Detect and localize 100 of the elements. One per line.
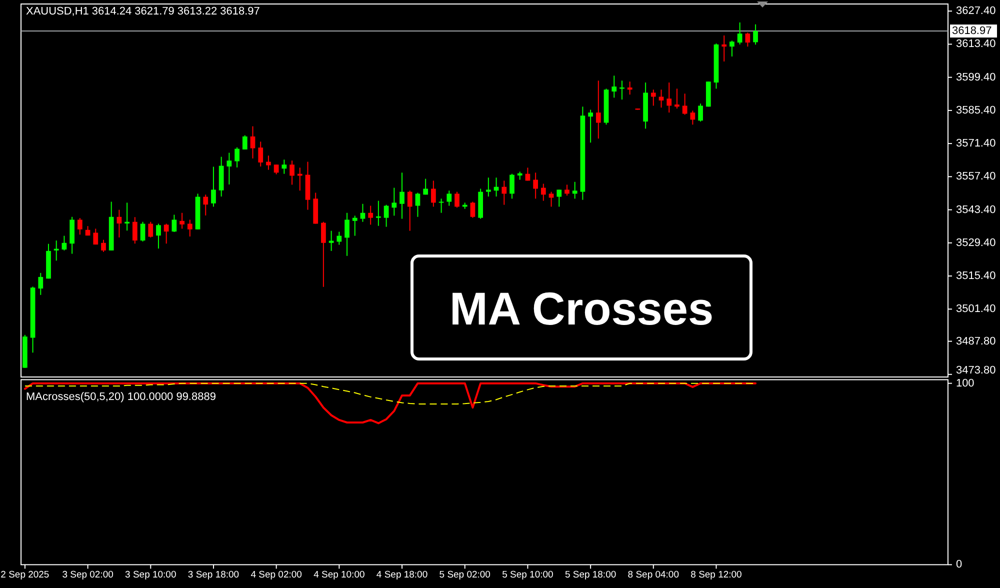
- candlestick: [282, 159, 287, 174]
- y-tick-label: 3585.40: [956, 104, 996, 116]
- candlestick: [384, 204, 389, 228]
- y-tick-label: 3571.40: [956, 138, 996, 150]
- x-tick-label: 5 Sep 02:00: [439, 569, 490, 580]
- line-series: [24, 382, 757, 424]
- candlestick: [368, 205, 374, 226]
- candlestick: [266, 155, 271, 170]
- candlestick: [572, 181, 578, 200]
- candlestick: [438, 198, 444, 214]
- candlestick: [258, 141, 264, 167]
- y-tick-label: 3557.40: [956, 170, 996, 183]
- x-tick-label: 5 Sep 18:00: [564, 569, 616, 580]
- candlestick: [446, 190, 452, 206]
- candlestick: [62, 235, 67, 251]
- candlestick: [336, 231, 342, 246]
- x-tick-label: 8 Sep 12:00: [690, 569, 742, 580]
- candlestick: [722, 34, 727, 62]
- candlestick: [392, 187, 397, 216]
- y-tick-label: 3627.40: [956, 5, 996, 18]
- candlestick: [737, 22, 742, 45]
- candlestick: [77, 218, 82, 236]
- candlestick: [431, 180, 436, 208]
- chart-title: XAUUSD,H1 3614.24 3621.79 3613.22 3618.97: [26, 6, 260, 18]
- candlestick: [540, 183, 546, 202]
- x-tick-label: 4 Sep 18:00: [376, 569, 428, 580]
- text: MAcrosses(50,5,20) 100.0000 99.8889: [26, 390, 216, 403]
- candlestick: [344, 212, 350, 256]
- candlestick: [93, 228, 98, 246]
- candlestick: [454, 191, 460, 208]
- y-tick-label: 3501.40: [956, 303, 996, 316]
- y-tick-label: 3487.80: [956, 335, 996, 348]
- candlestick: [234, 146, 240, 168]
- candlestick: [407, 190, 412, 232]
- candlestick: [164, 223, 169, 244]
- candlestick: [745, 32, 750, 48]
- y-tick-label: 3599.40: [956, 71, 996, 84]
- candlestick: [690, 110, 696, 126]
- candlestick: [548, 191, 554, 208]
- candlestick: [556, 189, 562, 208]
- candlestick: [226, 152, 232, 185]
- candlestick: [627, 81, 632, 96]
- candlestick: [650, 89, 656, 106]
- x-tick-label: 5 Sep 10:00: [502, 569, 554, 580]
- x-tick-label: 8 Sep 04:00: [628, 569, 679, 580]
- candlestick: [698, 103, 703, 122]
- x-tick-label: 3 Sep 02:00: [62, 569, 114, 580]
- x-tick-label: 2 Sep 2025: [0, 569, 50, 580]
- candlestick: [612, 75, 617, 98]
- y-tick-label: 3543.40: [956, 204, 996, 216]
- y-tick-label: 3515.40: [956, 270, 996, 282]
- x-tick-label: 3 Sep 18:00: [188, 569, 240, 580]
- x-tick-label: 4 Sep 02:00: [250, 569, 302, 580]
- candlestick: [564, 184, 570, 196]
- candlestick: [187, 219, 192, 237]
- candlestick: [730, 40, 734, 58]
- candlestick: [510, 173, 514, 200]
- candlestick: [486, 177, 491, 198]
- candlestick: [376, 200, 381, 226]
- candlestick: [533, 172, 538, 200]
- y-tick-label: 3613.40: [956, 38, 996, 50]
- candlestick: [148, 221, 154, 238]
- candlestick: [400, 172, 404, 220]
- ref-line-label: 3618.97: [952, 25, 992, 38]
- candlestick: [203, 194, 208, 216]
- candlestick: [360, 203, 366, 222]
- candlestick: [674, 88, 680, 110]
- candlestick: [682, 93, 688, 116]
- candlestick: [172, 214, 177, 233]
- candlestick: [290, 160, 294, 186]
- candlestick: [156, 223, 161, 250]
- candlestick: [352, 215, 358, 236]
- candlestick: [321, 221, 326, 288]
- annotation: MA Crosses: [449, 282, 714, 334]
- candlestick: [180, 212, 184, 230]
- candlestick: [211, 166, 216, 208]
- x-tick-label: 3 Sep 10:00: [125, 569, 176, 580]
- y-tick-label: 0: [956, 558, 962, 570]
- candlestick: [132, 216, 138, 244]
- candlestick: [502, 180, 507, 206]
- candlestick: [588, 109, 593, 144]
- candlestick: [250, 126, 256, 159]
- candlestick: [470, 201, 476, 218]
- candlestick: [101, 239, 106, 252]
- candlestick: [274, 164, 279, 175]
- candlestick: [753, 24, 758, 46]
- candlestick: [70, 216, 74, 254]
- y-tick-label: 3529.40: [956, 236, 996, 249]
- candlestick: [116, 209, 122, 238]
- x-tick-label: 4 Sep 10:00: [314, 569, 365, 580]
- y-tick-label: 100: [956, 377, 974, 390]
- candlestick: [658, 89, 664, 108]
- candlestick: [415, 192, 420, 218]
- y-tick-label: 3473.80: [956, 364, 996, 377]
- candlestick: [423, 178, 428, 196]
- candlestick: [666, 82, 672, 114]
- candlestick: [596, 80, 601, 140]
- candlestick: [54, 240, 59, 262]
- candlestick: [38, 272, 44, 296]
- candlestick: [242, 134, 248, 150]
